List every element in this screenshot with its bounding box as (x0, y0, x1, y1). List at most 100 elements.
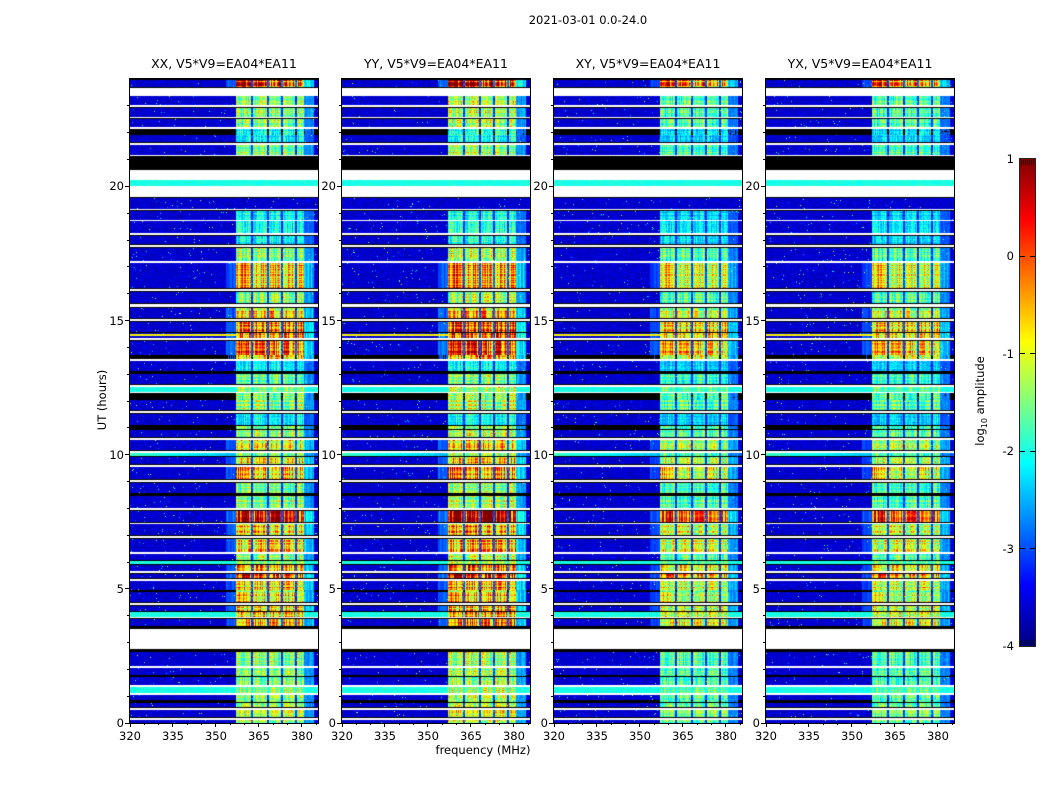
x-tick (765, 723, 767, 727)
y-tick-label: 15 (109, 313, 124, 328)
x-minor-tick (158, 723, 160, 725)
y-tick (549, 722, 553, 724)
y-minor-tick (763, 668, 765, 670)
y-tick-label: 5 (116, 581, 124, 596)
y-minor-tick (551, 642, 553, 643)
x-tick (937, 723, 939, 727)
x-tick-label: 320 (119, 729, 141, 743)
y-minor-tick (763, 346, 765, 348)
y-tick (125, 185, 129, 187)
x-tick (682, 723, 684, 727)
panel-title-xx: XX, V5*V9=EA04*EA11 (151, 56, 297, 71)
y-minor-tick (127, 346, 129, 348)
x-minor-tick (610, 723, 612, 725)
y-minor-tick (763, 105, 765, 107)
y-minor-tick (763, 293, 765, 295)
x-minor-tick (822, 723, 824, 725)
x-minor-tick (272, 723, 274, 725)
y-minor-tick (339, 132, 341, 134)
x-axis-label: frequency (MHz) (435, 743, 531, 757)
colorbar-end-hatch (1025, 160, 1026, 165)
y-minor-tick (339, 668, 341, 670)
x-minor-tick (456, 723, 458, 725)
y-tick-label: 10 (745, 447, 760, 462)
colorbar-tick-dash (1030, 548, 1035, 550)
x-minor-tick (794, 723, 796, 725)
y-minor-tick (551, 481, 553, 482)
x-minor-tick (315, 723, 317, 725)
colorbar-tick-dash (1030, 255, 1035, 257)
x-tick-label: 350 (416, 729, 439, 743)
y-minor-tick (763, 132, 765, 134)
y-minor-tick (127, 507, 129, 509)
x-tick (470, 723, 472, 727)
y-minor-tick (339, 695, 341, 697)
y-minor-tick (763, 212, 765, 214)
colorbar-end-hatch (1025, 640, 1026, 645)
y-minor-tick (127, 400, 129, 402)
y-minor-tick (551, 507, 553, 509)
y-minor-tick (763, 615, 765, 617)
colorbar-tick-dash (1020, 353, 1025, 355)
y-tick-label: 15 (533, 313, 548, 328)
y-minor-tick (339, 239, 341, 241)
x-minor-tick (567, 723, 569, 725)
y-minor-tick (551, 239, 553, 241)
x-minor-tick (413, 723, 415, 725)
y-minor-tick (551, 400, 553, 402)
colorbar-end-hatch (1021, 640, 1022, 645)
y-tick (761, 185, 765, 187)
y-minor-tick (339, 507, 341, 509)
x-tick (725, 723, 727, 727)
x-tick (513, 723, 515, 727)
x-minor-tick (582, 723, 584, 725)
y-minor-tick (127, 239, 129, 241)
y-tick-label: 0 (752, 716, 760, 730)
y-tick-label: 20 (533, 179, 548, 194)
y-tick (761, 454, 765, 456)
y-tick (761, 722, 765, 724)
x-tick-label: 335 (374, 729, 396, 743)
x-minor-tick (668, 723, 670, 725)
colorbar-tick-label: -1 (1002, 346, 1014, 361)
y-minor-tick (551, 695, 553, 697)
y-tick-label: 0 (116, 716, 124, 730)
x-minor-tick (653, 723, 655, 725)
x-tick (129, 723, 131, 727)
x-minor-tick (711, 723, 713, 725)
y-tick-label: 0 (328, 716, 336, 730)
x-tick-label: 320 (543, 729, 565, 743)
x-minor-tick (143, 723, 145, 725)
spectrogram-canvas-xy (554, 79, 742, 723)
colorbar-end-hatch (1027, 160, 1028, 165)
y-minor-tick (551, 105, 553, 107)
x-tick (851, 723, 853, 727)
colorbar-end-hatch (1029, 160, 1030, 165)
x-minor-tick (370, 723, 372, 725)
y-tick (337, 454, 341, 456)
y-minor-tick (339, 534, 341, 536)
y-tick-label: 15 (321, 313, 336, 328)
y-minor-tick (339, 105, 341, 107)
x-minor-tick (779, 723, 781, 725)
x-tick-label: 380 (714, 729, 737, 743)
figure-title: 2021-03-01 0.0-24.0 (528, 13, 648, 27)
y-tick (125, 722, 129, 724)
y-minor-tick (127, 695, 129, 697)
y-minor-tick (339, 481, 341, 482)
colorbar-tick-dash (1020, 548, 1025, 550)
spectrogram-canvas-xx (130, 79, 318, 723)
x-tick (639, 723, 641, 727)
y-tick-label: 5 (540, 581, 548, 596)
y-minor-tick (339, 615, 341, 617)
y-tick (549, 454, 553, 456)
x-minor-tick (837, 723, 839, 725)
panel-title-xy: XY, V5*V9=EA04*EA11 (575, 56, 721, 71)
y-minor-tick (127, 105, 129, 107)
x-minor-tick (880, 723, 882, 725)
y-minor-tick (551, 132, 553, 134)
x-tick-label: 380 (502, 729, 525, 743)
colorbar-tick-dash (1020, 450, 1025, 452)
x-tick-label: 380 (926, 729, 949, 743)
x-minor-tick (923, 723, 925, 725)
